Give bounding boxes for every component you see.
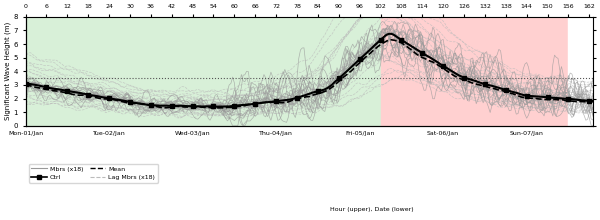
Bar (380, 17, 568, 126)
Bar (568, 17, 593, 126)
Text: Hour (upper), Date (lower): Hour (upper), Date (lower) (330, 207, 413, 212)
Bar (26, 17, 380, 126)
Legend: Mbrs (x18), Ctrl, Mean, Lag Mbrs (x18): Mbrs (x18), Ctrl, Mean, Lag Mbrs (x18) (29, 164, 158, 183)
Y-axis label: Significant Wave Height (m): Significant Wave Height (m) (4, 22, 11, 120)
